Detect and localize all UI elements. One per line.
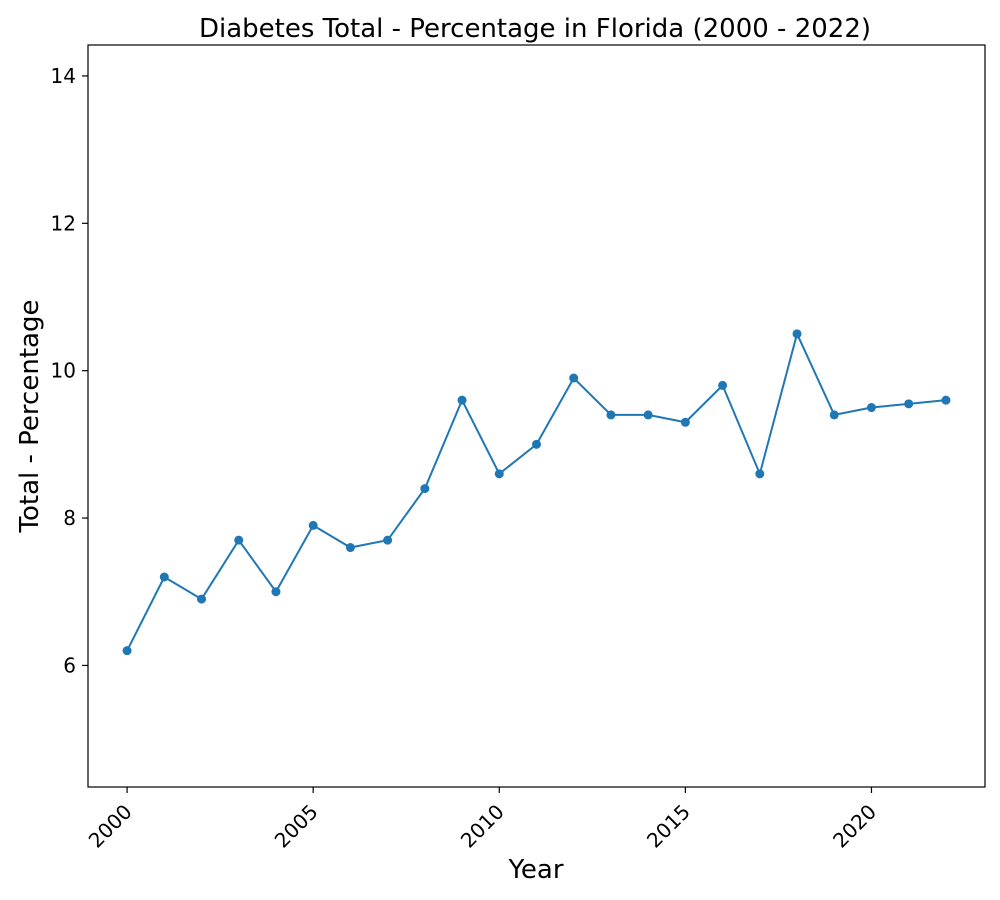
data-point-2015 [680, 417, 690, 427]
data-point-2020 [866, 403, 876, 413]
data-point-2008 [420, 484, 430, 494]
data-point-2003 [234, 535, 244, 545]
y-tick-label-12: 12 [51, 211, 76, 235]
y-tick-label-10: 10 [51, 359, 76, 383]
x-tick-label-2000: 2000 [84, 800, 137, 853]
data-point-2006 [345, 543, 355, 553]
data-point-2018 [792, 329, 802, 339]
y-tick-label-6: 6 [63, 653, 76, 677]
plot-frame [87, 44, 986, 788]
x-axis-label: Year [507, 855, 563, 885]
series-line-0 [126, 330, 947, 652]
data-point-2014 [643, 410, 653, 420]
data-point-2000 [122, 646, 132, 656]
data-point-2017 [755, 469, 765, 479]
y-tick-label-8: 8 [63, 506, 76, 530]
chart-title: Diabetes Total - Percentage in Florida (… [199, 14, 871, 44]
y-axis: 6 8 10 12 14 [51, 64, 88, 677]
x-tick-label-2010: 2010 [456, 800, 509, 853]
data-point-2021 [904, 399, 914, 409]
y-axis-label: Total - Percentage [15, 300, 45, 534]
data-point-2016 [718, 380, 728, 390]
x-tick-label-2015: 2015 [642, 800, 695, 853]
data-point-2019 [829, 410, 839, 420]
data-point-2013 [606, 410, 616, 420]
data-point-2012 [569, 373, 579, 383]
data-point-2005 [308, 520, 318, 530]
x-tick-label-2020: 2020 [828, 800, 881, 853]
data-point-2022 [941, 395, 951, 405]
data-point-2004 [271, 587, 281, 597]
data-point-2009 [457, 395, 467, 405]
data-point-2001 [159, 572, 169, 582]
data-point-2011 [532, 439, 541, 449]
y-tick-label-14: 14 [51, 64, 76, 88]
series-layer [122, 329, 951, 656]
x-tick-label-2005: 2005 [270, 800, 323, 853]
data-point-2007 [383, 535, 393, 545]
x-axis: 2000 2005 2010 2015 2020 [84, 787, 881, 853]
data-point-2002 [197, 594, 207, 604]
data-point-2010 [494, 469, 504, 479]
